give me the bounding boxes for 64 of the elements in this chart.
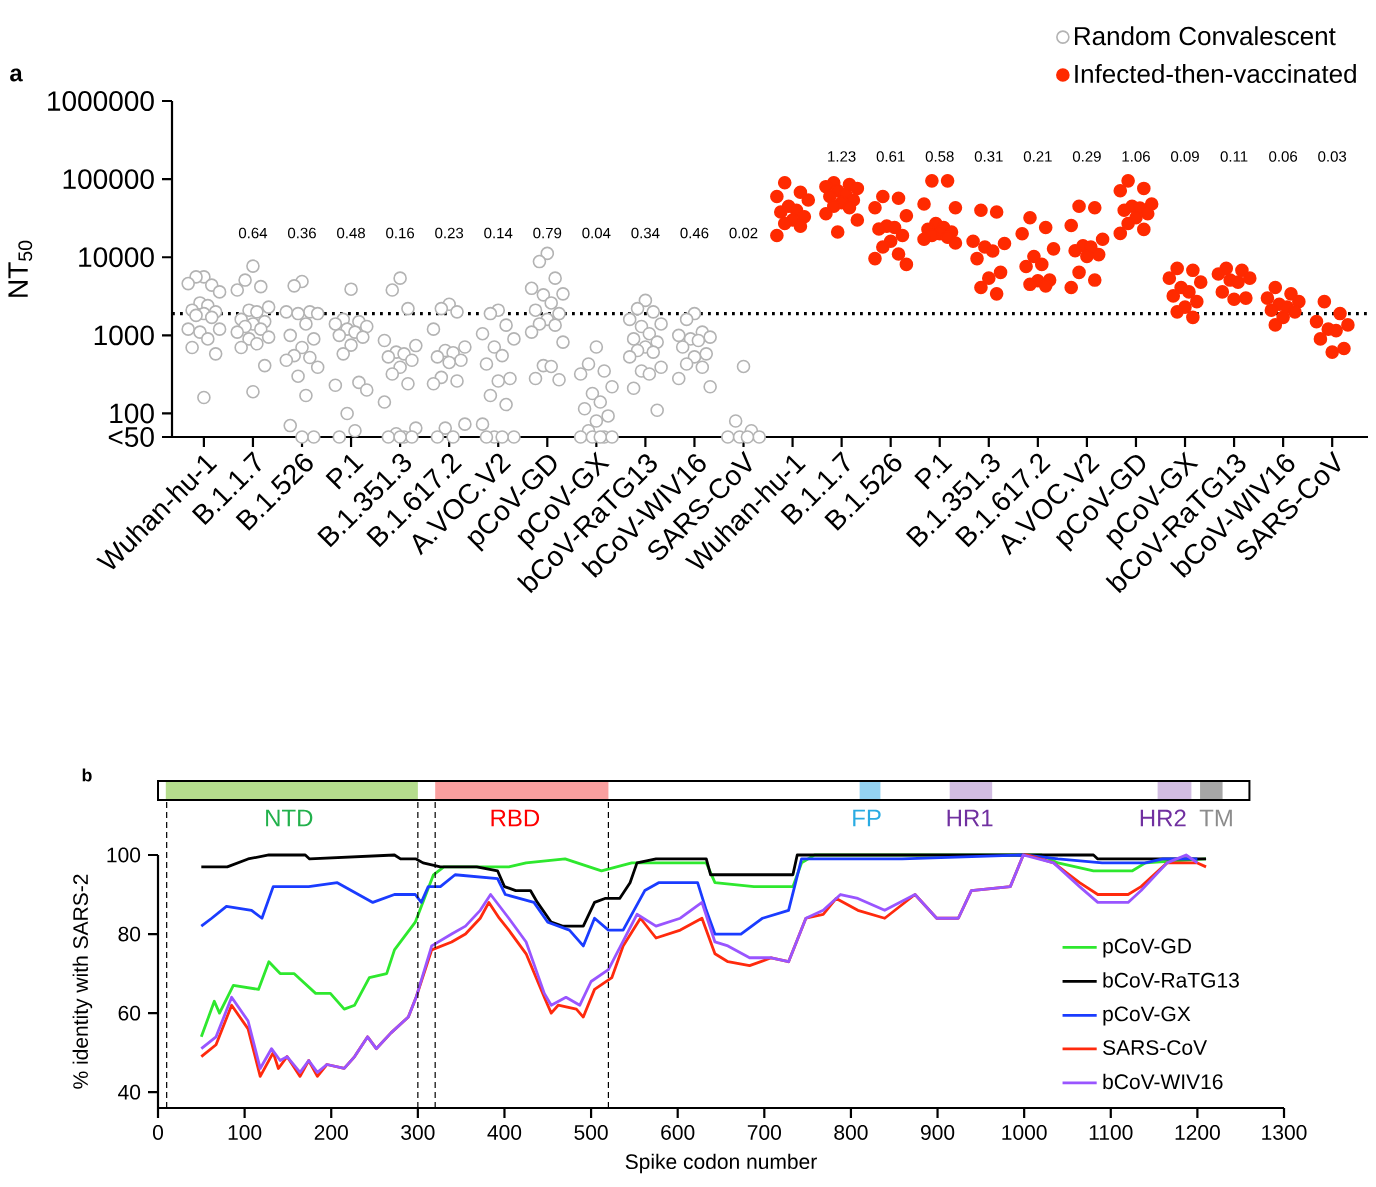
x-tick-label: 0 xyxy=(152,1125,164,1140)
annotation: 0.16 xyxy=(386,227,415,239)
x-tick-label: 200 xyxy=(314,1125,348,1140)
annotation: 0.58 xyxy=(925,151,954,162)
annotation: 0.48 xyxy=(337,227,365,239)
x-tick-label: 1100 xyxy=(1089,1125,1133,1140)
text: FP xyxy=(853,809,881,827)
legend-label: bCoV-RaTG13 xyxy=(1103,972,1239,988)
legend-label: SARS-CoV xyxy=(1103,1040,1208,1055)
y-axis-title: % identity with SARS-2 xyxy=(72,874,93,1089)
x-tick-label: 1000 xyxy=(1002,1125,1047,1140)
y-tick-label: 1000000 xyxy=(48,91,154,111)
x-tick-label: 100 xyxy=(228,1125,262,1140)
x-tick-label: 500 xyxy=(574,1125,608,1140)
legend-label: Infected-then-vaccinated xyxy=(1075,64,1356,84)
annotation: 0.02 xyxy=(729,227,758,239)
annotation: 0.21 xyxy=(1023,151,1052,162)
text: NTD xyxy=(266,809,313,827)
annotation: 0.34 xyxy=(631,227,660,239)
y-tick-label: 100 xyxy=(110,403,154,424)
y-axis-title: NT$_{50}$ xyxy=(8,240,33,297)
annotation: 0.36 xyxy=(288,227,316,239)
x-tick-label: 800 xyxy=(834,1125,868,1140)
text: HR2 xyxy=(1140,809,1186,827)
text: RBD xyxy=(491,809,540,827)
annotation: 0.04 xyxy=(582,227,611,239)
y-tick-label: 1000 xyxy=(94,325,154,346)
annotation: 0.03 xyxy=(1318,151,1347,162)
annotation: 0.14 xyxy=(484,227,513,239)
x-tick-label: 900 xyxy=(921,1125,955,1140)
annotation: 0.64 xyxy=(238,227,268,239)
x-axis-title: Spike codon number xyxy=(625,1153,817,1174)
annotation: 1.06 xyxy=(1122,151,1150,162)
legend-label: pCoV-GX xyxy=(1103,1006,1191,1026)
legend-label: bCoV-WIV16 xyxy=(1103,1073,1223,1090)
x-tick-label: 1300 xyxy=(1262,1125,1307,1140)
annotation: 0.31 xyxy=(974,151,1003,162)
annotation: 0.29 xyxy=(1072,151,1101,162)
y-tick-label: 100 xyxy=(107,847,141,863)
y-tick-label: 60 xyxy=(118,1005,141,1021)
text: TM xyxy=(1199,809,1232,827)
x-tick-label: 1200 xyxy=(1175,1125,1220,1140)
x-tick-label: 300 xyxy=(401,1125,435,1140)
y-tick-label: 10000 xyxy=(79,247,154,268)
annotation: 0.09 xyxy=(1171,151,1199,162)
y-tick-label: 40 xyxy=(118,1084,141,1100)
legend-label: pCoV-GD xyxy=(1103,938,1191,958)
annotation: 1.23 xyxy=(828,151,856,162)
annotation: 0.61 xyxy=(876,151,905,162)
text: b xyxy=(82,768,92,782)
y-tick-label: 80 xyxy=(118,926,141,942)
x-tick-label: 400 xyxy=(487,1125,522,1140)
annotation: 0.23 xyxy=(435,227,464,239)
y-tick-label: 100000 xyxy=(63,169,154,190)
annotation: 0.79 xyxy=(533,227,562,239)
x-tick-label: 700 xyxy=(747,1125,781,1140)
annotation: 0.46 xyxy=(680,227,709,239)
text: HR1 xyxy=(947,809,993,827)
annotation: 0.06 xyxy=(1269,151,1298,162)
y-tick-label: <50 xyxy=(108,427,154,447)
legend-label: Random Convalescent xyxy=(1075,26,1336,46)
text: a xyxy=(10,68,23,82)
annotation: 0.11 xyxy=(1220,151,1248,162)
x-tick-label: 600 xyxy=(661,1125,695,1140)
